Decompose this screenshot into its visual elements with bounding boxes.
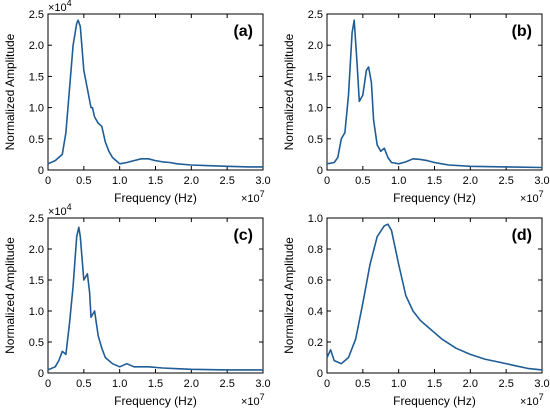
x-tick-label: 0.5 — [355, 175, 370, 187]
series-line — [47, 226, 263, 371]
y-tick-label: 0 — [38, 368, 44, 380]
x-tick-label: 2.0 — [463, 378, 478, 390]
y-tick-label: 2.5 — [308, 9, 323, 21]
x-tick-label: 3.0 — [255, 378, 270, 390]
y-axis-label: Normalized Amplitude — [282, 33, 296, 150]
panel-label: (a) — [233, 23, 253, 40]
x-tick-label: 0 — [324, 175, 330, 187]
y-tick-label: 1.0 — [29, 103, 44, 115]
panel-label: (b) — [512, 23, 532, 40]
y-tick-label: 2.5 — [29, 9, 44, 21]
y-tick-label: 2.0 — [29, 40, 44, 52]
x-tick-label: 2.5 — [220, 378, 235, 390]
x-tick-label: 3.0 — [534, 378, 549, 390]
x-axis-multiplier: ×107 — [241, 392, 265, 408]
x-tick-label: 0 — [45, 175, 51, 187]
y-tick-label: 1.0 — [308, 213, 323, 225]
x-tick-label: 2.0 — [463, 175, 478, 187]
y-tick-label: 0.2 — [308, 337, 323, 349]
x-tick-label: 0 — [45, 378, 51, 390]
series-line — [326, 19, 543, 169]
y-axis-multiplier: ×104 — [48, 0, 72, 14]
y-tick-label: 1.0 — [29, 306, 44, 318]
panel-c: 0 0.5 1.0 1.5 2.0 2.5 3.0 0 0.5 1.0 1.5 2.0 2.5 (c) Fr… — [3, 202, 271, 408]
x-axis-multiplier: ×107 — [520, 189, 544, 205]
panel-b: 0 0.5 1.0 1.5 2.0 2.5 3.0 0 0.5 1.0 1.5 2.0 2.5 (b) Fr… — [282, 9, 550, 205]
x-tick-label: 2.5 — [499, 175, 514, 187]
x-tick-label: 0.5 — [76, 378, 91, 390]
y-tick-label: 0 — [317, 165, 323, 177]
x-tick-label: 2.0 — [184, 378, 199, 390]
x-tick-label: 1.5 — [427, 175, 442, 187]
x-tick-label: 1.0 — [112, 378, 127, 390]
plot-frame — [326, 217, 543, 374]
y-tick-label: 0.5 — [29, 337, 44, 349]
x-tick-label: 1.0 — [112, 175, 127, 187]
x-axis-multiplier: ×107 — [520, 392, 544, 408]
y-tick-label: 1.0 — [308, 103, 323, 115]
x-axis-multiplier: ×107 — [241, 189, 265, 205]
x-tick-label: 1.5 — [427, 378, 442, 390]
y-tick-label: 1.5 — [29, 275, 44, 287]
x-tick-label: 1.0 — [391, 378, 406, 390]
y-tick-label: 0.5 — [308, 134, 323, 146]
x-tick-label: 0 — [324, 378, 330, 390]
y-axis-multiplier: ×104 — [48, 202, 72, 218]
x-tick-label: 3.0 — [255, 175, 270, 187]
y-tick-label: 2.0 — [308, 40, 323, 52]
y-tick-label: 0.6 — [308, 275, 323, 287]
x-axis-label: Frequency (Hz) — [114, 191, 197, 205]
y-tick-label: 0.4 — [308, 306, 323, 318]
y-tick-label: 0 — [38, 165, 44, 177]
panel-d: 0 0.5 1.0 1.5 2.0 2.5 3.0 0 0.2 0.4 0.6 0.8 1.0 (d) Fr… — [282, 213, 550, 408]
panel-label: (d) — [512, 227, 532, 244]
y-tick-label: 1.5 — [29, 71, 44, 83]
y-tick-label: 2.5 — [29, 213, 44, 225]
y-tick-label: 0.8 — [308, 244, 323, 256]
y-tick-label: 1.5 — [308, 71, 323, 83]
panel-label: (c) — [233, 227, 253, 244]
x-tick-label: 2.0 — [184, 175, 199, 187]
x-tick-label: 1.5 — [148, 175, 163, 187]
series-line — [47, 19, 263, 168]
x-tick-label: 2.5 — [220, 175, 235, 187]
x-tick-label: 3.0 — [534, 175, 549, 187]
x-tick-label: 1.5 — [148, 378, 163, 390]
y-axis-label: Normalized Amplitude — [3, 33, 17, 150]
x-tick-label: 0.5 — [355, 378, 370, 390]
x-axis-label: Frequency (Hz) — [393, 191, 476, 205]
y-tick-label: 0.5 — [29, 134, 44, 146]
y-tick-label: 2.0 — [29, 244, 44, 256]
series-line — [326, 223, 543, 371]
x-tick-label: 1.0 — [391, 175, 406, 187]
y-tick-label: 0 — [317, 368, 323, 380]
x-axis-label: Frequency (Hz) — [393, 394, 476, 408]
x-tick-label: 2.5 — [499, 378, 514, 390]
y-axis-label: Normalized Amplitude — [3, 237, 17, 354]
y-axis-label: Normalized Amplitude — [282, 237, 296, 354]
plot-frame — [47, 13, 264, 171]
x-tick-label: 0.5 — [76, 175, 91, 187]
panel-a: 0 0.5 1.0 1.5 2.0 2.5 3.0 0 0.5 1.0 1.5 2.0 2.5 (a) Fr… — [3, 0, 271, 205]
x-axis-label: Frequency (Hz) — [114, 394, 197, 408]
